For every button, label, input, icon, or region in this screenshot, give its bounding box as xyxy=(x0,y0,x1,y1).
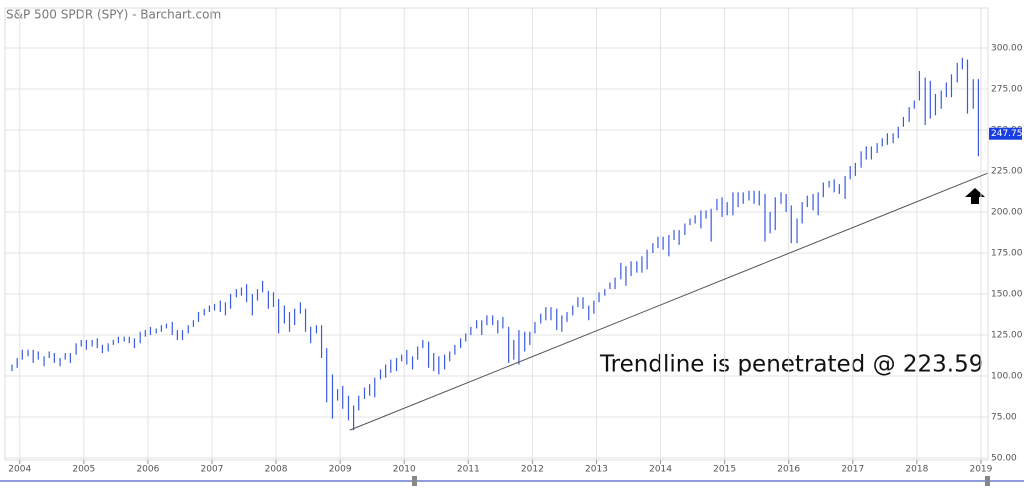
x-tick-label: 2006 xyxy=(136,465,159,475)
y-tick-label: 100.00 xyxy=(991,372,1023,382)
scroll-handle[interactable] xyxy=(412,476,417,486)
x-tick-label: 2012 xyxy=(521,465,544,475)
x-tick-label: 2010 xyxy=(393,465,416,475)
trendline xyxy=(349,172,988,431)
y-tick-label: 225.00 xyxy=(991,167,1023,177)
chart-title: S&P 500 SPDR (SPY) - Barchart.com xyxy=(6,8,221,22)
annotation: Trendline is penetrated @ 223.59 xyxy=(599,352,983,378)
y-tick-label: 150.00 xyxy=(991,290,1023,300)
last-price-label: 247.75 xyxy=(991,129,1023,139)
y-tick-label: 300.00 xyxy=(991,44,1023,54)
x-tick-label: 2018 xyxy=(905,465,928,475)
x-tick-label: 2017 xyxy=(841,465,864,475)
plot-frame xyxy=(4,7,989,461)
x-tick-label: 2011 xyxy=(457,465,480,475)
scroll-handle[interactable] xyxy=(985,476,990,486)
x-tick-label: 2005 xyxy=(72,465,95,475)
y-tick-label: 125.00 xyxy=(991,331,1023,341)
x-tick-label: 2008 xyxy=(265,465,288,475)
y-tick-label: 200.00 xyxy=(991,208,1023,218)
x-tick-label: 2013 xyxy=(585,465,608,475)
x-tick-label: 2004 xyxy=(8,465,31,475)
x-tick-label: 2015 xyxy=(713,465,736,475)
y-tick-label: 75.00 xyxy=(991,413,1017,423)
x-tick-label: 2014 xyxy=(649,465,672,475)
y-tick-label: 175.00 xyxy=(991,249,1023,259)
last-price-box xyxy=(989,127,1022,140)
x-tick-label: 2007 xyxy=(201,465,224,475)
y-tick-label: 50.00 xyxy=(991,454,1017,464)
up-arrow xyxy=(965,188,985,204)
x-tick-label: 2019 xyxy=(969,465,992,475)
x-tick-label: 2009 xyxy=(329,465,352,475)
x-tick-label: 2016 xyxy=(777,465,800,475)
y-tick-label: 275.00 xyxy=(991,85,1023,95)
